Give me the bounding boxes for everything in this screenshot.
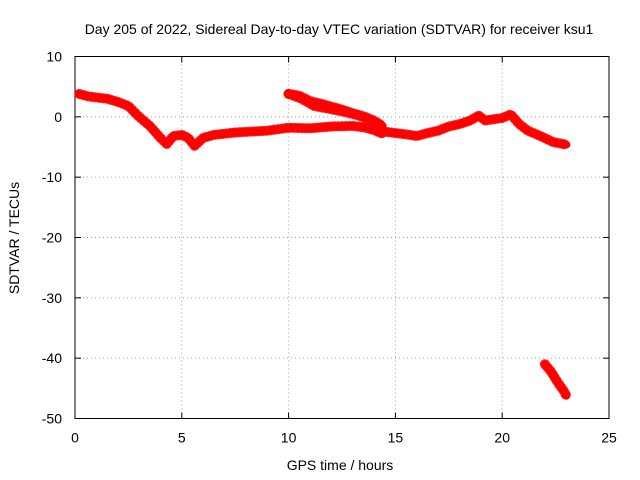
x-tick-label: 20 — [494, 430, 510, 446]
series-track-d-scatter — [381, 109, 572, 150]
series-track-a-scatter — [74, 88, 388, 151]
y-tick-label: -30 — [42, 290, 62, 306]
y-tick-label: -40 — [42, 350, 62, 366]
x-axis-label: GPS time / hours — [287, 457, 394, 473]
y-axis-label: SDTVAR / TECUs — [6, 182, 22, 294]
data-series — [74, 88, 572, 401]
x-tick-label: 5 — [178, 430, 186, 446]
series-track-c-scatter — [283, 88, 386, 131]
axis-ticks: 0 5 10 15 20 25 10 0 -10 -20 -30 -40 -50 — [42, 49, 617, 446]
chart-title: Day 205 of 2022, Sidereal Day-to-day VTE… — [85, 21, 594, 37]
y-tick-label: -10 — [42, 169, 62, 185]
y-tick-label: -50 — [42, 411, 62, 427]
series-track-e-scatter — [539, 359, 572, 401]
x-tick-label: 25 — [601, 430, 617, 446]
y-tick-label: 10 — [46, 49, 62, 65]
y-tick-label: 0 — [54, 109, 62, 125]
x-tick-label: 15 — [388, 430, 404, 446]
x-tick-label: 10 — [281, 430, 297, 446]
x-tick-label: 0 — [71, 430, 79, 446]
y-tick-label: -20 — [42, 230, 62, 246]
